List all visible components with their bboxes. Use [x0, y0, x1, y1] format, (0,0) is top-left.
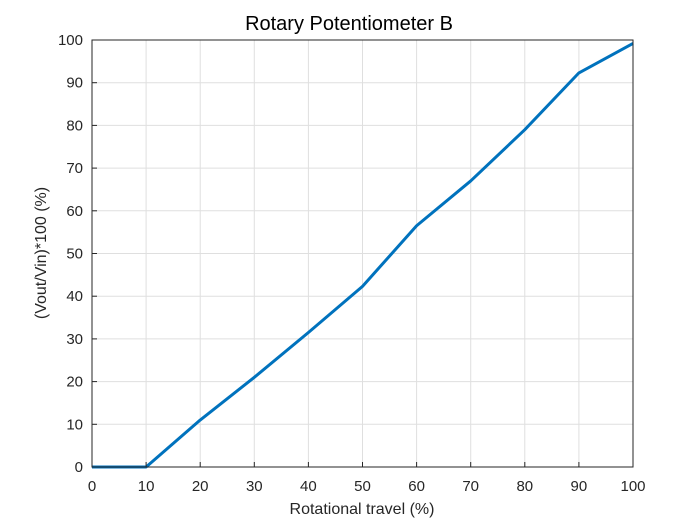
ticks: 0 10 20 30 40 50 60 70 80 90 100 0 10 20 30 40 50 60 70 80 9…	[58, 32, 646, 495]
y-tick-label: 70	[66, 160, 83, 177]
x-tick-label: 90	[571, 478, 588, 495]
y-tick-label: 100	[58, 32, 83, 49]
x-tick-label: 80	[516, 478, 533, 495]
x-tick-label: 20	[192, 478, 209, 495]
y-tick-label: 90	[66, 75, 83, 92]
y-tick-label: 0	[75, 459, 83, 476]
x-tick-label: 0	[88, 478, 96, 495]
y-tick-label: 40	[66, 288, 83, 305]
y-tick-label: 10	[66, 416, 83, 433]
y-tick-label: 20	[66, 374, 83, 391]
y-tick-label: 80	[66, 117, 83, 134]
chart-title: Rotary Potentiometer B	[245, 13, 453, 35]
x-tick-label: 60	[408, 478, 425, 495]
x-tick-label: 10	[138, 478, 155, 495]
x-tick-label: 40	[300, 478, 317, 495]
x-tick-label: 70	[462, 478, 479, 495]
x-tick-label: 100	[620, 478, 645, 495]
x-tick-label: 30	[246, 478, 263, 495]
y-axis-label: (Vout/Vin)*100 (%)	[33, 187, 50, 319]
series-line	[92, 42, 634, 469]
x-tick-label: 50	[354, 478, 371, 495]
y-tick-label: 60	[66, 203, 83, 220]
y-tick-label: 30	[66, 331, 83, 348]
series-group	[92, 42, 634, 469]
x-axis-label: Rotational travel (%)	[290, 501, 435, 518]
y-tick-label: 50	[66, 246, 83, 263]
